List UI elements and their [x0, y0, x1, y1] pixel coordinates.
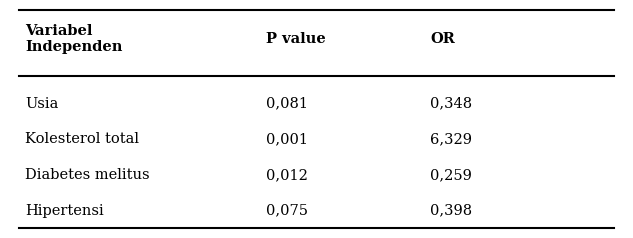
Text: 6,329: 6,329	[430, 132, 472, 146]
Text: Hipertensi: Hipertensi	[25, 204, 104, 218]
Text: 0,259: 0,259	[430, 168, 472, 182]
Text: 0,398: 0,398	[430, 204, 473, 218]
Text: Usia: Usia	[25, 97, 59, 110]
Text: OR: OR	[430, 32, 455, 46]
Text: 0,348: 0,348	[430, 97, 473, 110]
Text: Variabel
Independen: Variabel Independen	[25, 24, 123, 54]
Text: Kolesterol total: Kolesterol total	[25, 132, 139, 146]
Text: 0,012: 0,012	[266, 168, 308, 182]
Text: 0,081: 0,081	[266, 97, 308, 110]
Text: P value: P value	[266, 32, 325, 46]
Text: 0,075: 0,075	[266, 204, 308, 218]
Text: Diabetes melitus: Diabetes melitus	[25, 168, 150, 182]
Text: 0,001: 0,001	[266, 132, 308, 146]
